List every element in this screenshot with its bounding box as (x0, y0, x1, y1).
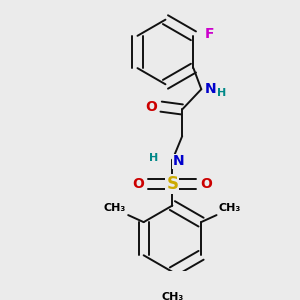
Text: H: H (148, 153, 158, 163)
Text: F: F (205, 27, 215, 41)
Text: O: O (145, 100, 157, 114)
Text: CH₃: CH₃ (161, 292, 184, 300)
Text: CH₃: CH₃ (219, 203, 241, 213)
Text: O: O (200, 177, 212, 191)
Text: O: O (132, 177, 144, 191)
Text: H: H (217, 88, 226, 98)
Text: CH₃: CH₃ (104, 203, 126, 213)
Text: S: S (167, 175, 178, 193)
Text: N: N (172, 154, 184, 168)
Text: N: N (205, 82, 216, 96)
